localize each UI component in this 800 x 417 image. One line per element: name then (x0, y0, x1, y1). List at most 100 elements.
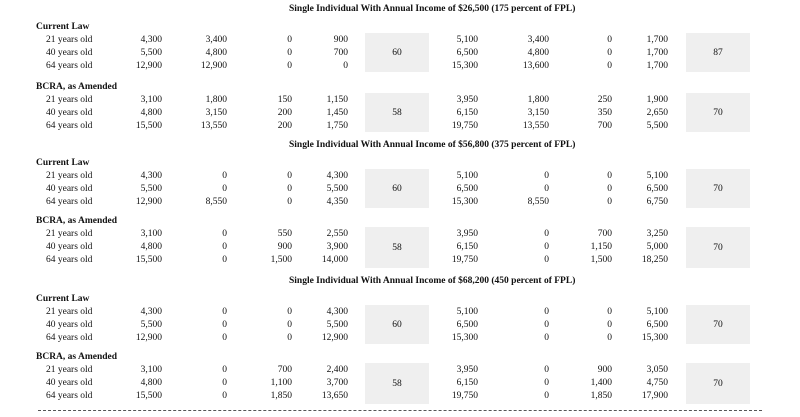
table-cell: 900 (597, 365, 612, 375)
table-cell: 5,500 (140, 184, 162, 194)
table-cell: 0 (287, 184, 292, 194)
table-cell: 1,500 (270, 255, 292, 265)
table-cell: 4,350 (326, 197, 348, 207)
table-cell: 0 (222, 255, 227, 265)
table-cell: 0 (287, 307, 292, 317)
table-cell: 350 (597, 108, 612, 118)
table-cell: 0 (287, 61, 292, 71)
table-cell: 4,300 (326, 307, 348, 317)
table-cell: 700 (597, 229, 612, 239)
table-cell: 0 (287, 48, 292, 58)
age-label: 40 years old (46, 378, 93, 388)
table-cell: 1,850 (270, 391, 292, 401)
group-label: BCRA, as Amended (36, 216, 118, 226)
table-cell: 12,900 (200, 61, 227, 71)
table-cell: 0 (222, 307, 227, 317)
group-label: Current Law (36, 158, 90, 168)
table-cell: 900 (277, 242, 292, 252)
age-label: 40 years old (46, 184, 93, 194)
table-row: 64 years old 15,500 13,550 200 1,750 19,… (0, 121, 800, 134)
table-cell: 19,750 (451, 255, 478, 265)
age-label: 40 years old (46, 108, 93, 118)
table-cell: 3,950 (456, 365, 478, 375)
table-cell: 3,700 (326, 378, 348, 388)
table-cell: 4,300 (140, 35, 162, 45)
table-cell: 5,500 (140, 320, 162, 330)
table-cell: 4,800 (205, 48, 227, 58)
table-cell: 0 (607, 307, 612, 317)
table-cell: 6,150 (456, 378, 478, 388)
table-cell: 0 (607, 333, 612, 343)
end-value-cell: 87 (686, 33, 750, 72)
table-cell: 3,150 (527, 108, 549, 118)
mid-value: 60 (392, 183, 402, 194)
table-cell: 3,950 (456, 229, 478, 239)
mid-value: 60 (392, 319, 402, 330)
group-label: BCRA, as Amended (36, 352, 118, 362)
table-cell: 0 (544, 242, 549, 252)
table-cell: 4,800 (140, 242, 162, 252)
mid-value: 58 (392, 107, 402, 118)
mid-value-cell: 58 (365, 227, 429, 268)
end-value-cell: 70 (686, 93, 750, 132)
table-cell: 6,150 (456, 108, 478, 118)
table-cell: 6,150 (456, 242, 478, 252)
table-cell: 0 (222, 242, 227, 252)
table-cell: 4,800 (140, 108, 162, 118)
end-value: 70 (713, 107, 723, 118)
end-value-cell: 70 (686, 169, 750, 208)
table-cell: 1,700 (646, 48, 668, 58)
age-label: 64 years old (46, 197, 93, 207)
table-cell: 6,500 (456, 48, 478, 58)
table-cell: 18,250 (641, 255, 668, 265)
table-cell: 0 (607, 171, 612, 181)
table-cell: 15,500 (135, 255, 162, 265)
end-value-cell: 70 (686, 305, 750, 344)
table-cell: 5,000 (646, 242, 668, 252)
table-cell: 0 (222, 184, 227, 194)
table-cell: 0 (544, 378, 549, 388)
table-cell: 5,500 (326, 320, 348, 330)
age-label: 40 years old (46, 48, 93, 58)
table-cell: 5,500 (646, 121, 668, 131)
table-cell: 0 (287, 197, 292, 207)
mid-value-cell: 60 (365, 33, 429, 72)
table-cell: 0 (544, 229, 549, 239)
table-cell: 17,900 (641, 391, 668, 401)
table-row: 64 years old 12,900 0 0 12,900 15,300 0 … (0, 333, 800, 346)
table-cell: 5,100 (456, 171, 478, 181)
table-cell: 0 (222, 229, 227, 239)
table-cell: 0 (607, 197, 612, 207)
table-cell: 3,400 (205, 35, 227, 45)
table-cell: 3,100 (140, 365, 162, 375)
group-label: Current Law (36, 294, 90, 304)
end-value-cell: 70 (686, 227, 750, 268)
table-row: 64 years old 12,900 12,900 0 0 15,300 13… (0, 61, 800, 74)
table-row: 40 years old 4,800 0 900 3,900 6,150 0 1… (0, 242, 800, 255)
table-cell: 19,750 (451, 121, 478, 131)
table-cell: 3,100 (140, 95, 162, 105)
table-row: 40 years old 5,500 0 0 5,500 6,500 0 0 6… (0, 320, 800, 333)
table-cell: 4,800 (527, 48, 549, 58)
table-cell: 3,050 (646, 365, 668, 375)
table-cell: 12,900 (135, 333, 162, 343)
end-value: 70 (713, 378, 723, 389)
table-cell: 12,900 (135, 61, 162, 71)
table-row: 64 years old 15,500 0 1,500 14,000 19,75… (0, 255, 800, 268)
mid-value: 58 (392, 378, 402, 389)
table-cell: 0 (607, 61, 612, 71)
table-cell: 3,250 (646, 229, 668, 239)
age-label: 40 years old (46, 242, 93, 252)
table-cell: 15,300 (451, 61, 478, 71)
table-cell: 3,150 (205, 108, 227, 118)
table-cell: 6,750 (646, 197, 668, 207)
table-row: 21 years old 3,100 1,800 150 1,150 3,950… (0, 95, 800, 108)
table-cell: 1,800 (527, 95, 549, 105)
end-value: 70 (713, 242, 723, 253)
table-cell: 1,850 (590, 391, 612, 401)
table-cell: 0 (222, 171, 227, 181)
table-cell: 0 (343, 61, 348, 71)
age-label: 64 years old (46, 121, 93, 131)
age-label: 21 years old (46, 35, 93, 45)
section-heading: Single Individual With Annual Income of … (289, 4, 576, 14)
